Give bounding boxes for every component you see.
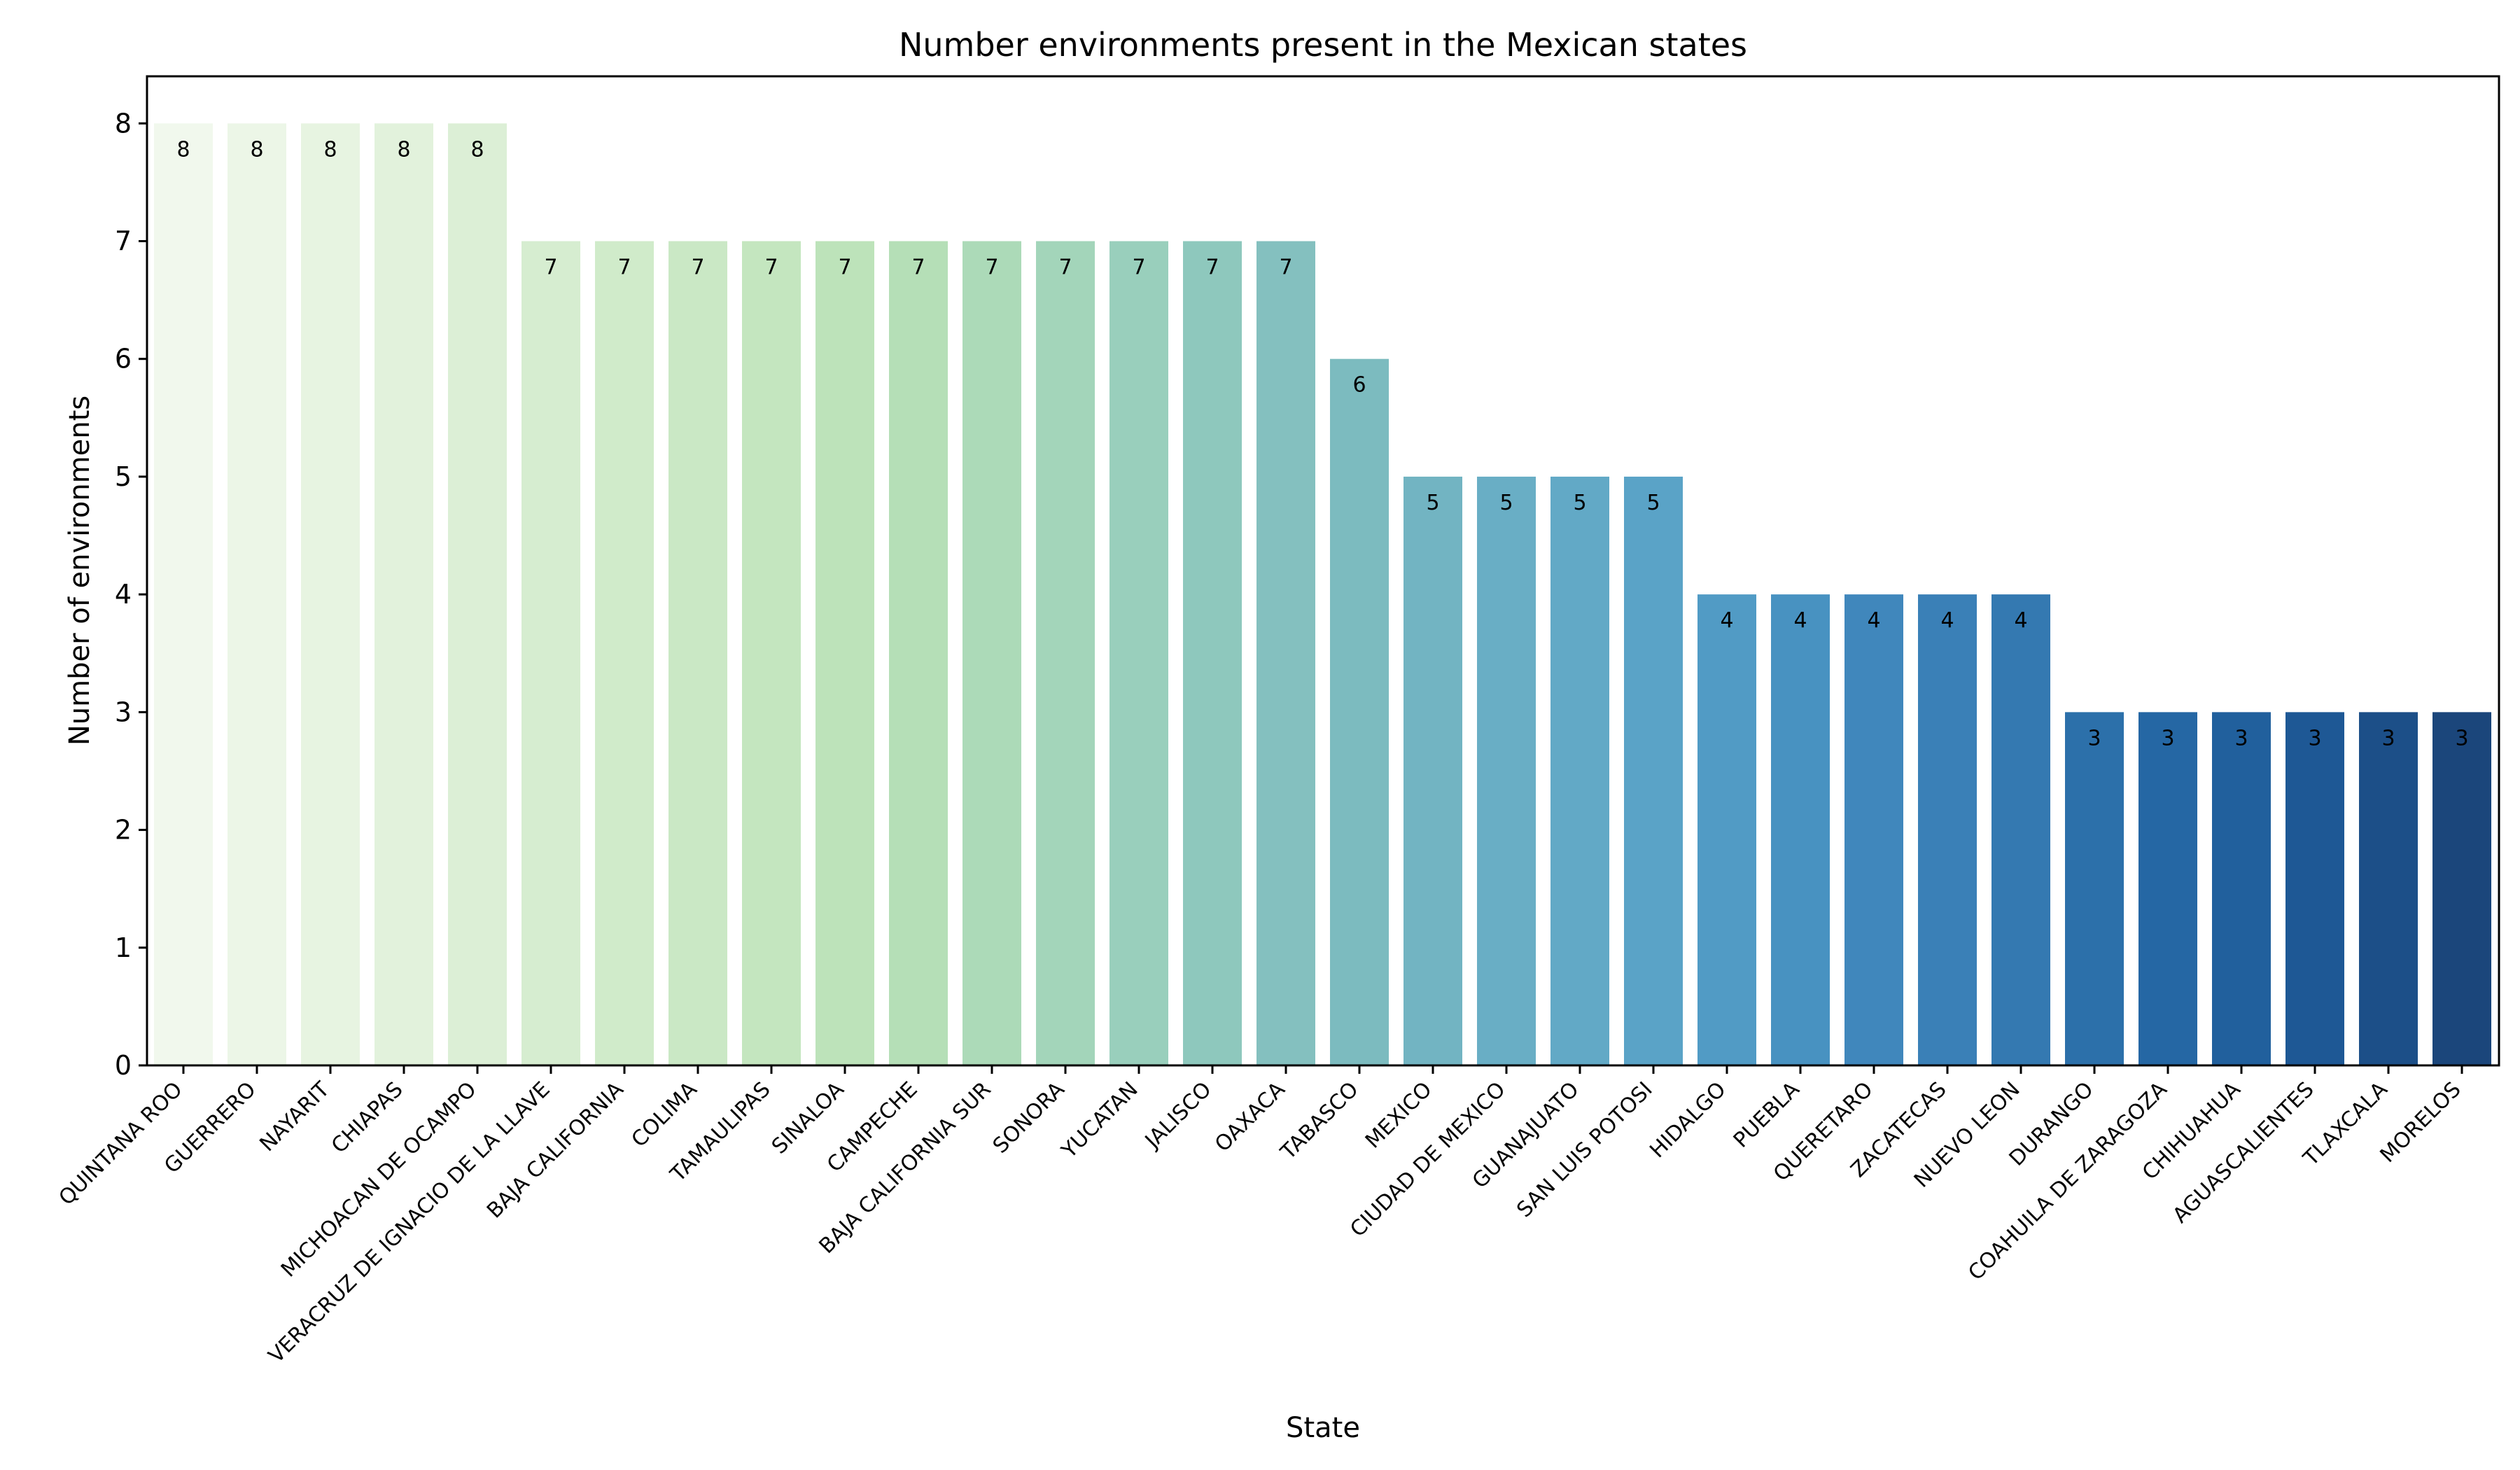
y-tick-label: 3	[115, 696, 132, 727]
x-tick-label: MORELOS	[2376, 1077, 2466, 1168]
x-tick-label: YUCATAN	[1056, 1077, 1142, 1163]
bar	[962, 241, 1021, 1065]
x-axis-title: State	[1286, 1412, 1360, 1444]
bar-value-label: 7	[1205, 255, 1219, 280]
x-tick-label: BAJA CALIFORNIA	[482, 1077, 629, 1224]
bar	[1477, 476, 1536, 1065]
bar	[1918, 594, 1977, 1065]
bar-value-label: 5	[1646, 491, 1660, 515]
bar	[816, 241, 874, 1065]
bar-value-label: 7	[1132, 255, 1145, 280]
bar-value-label: 7	[985, 255, 998, 280]
bar-value-label: 8	[176, 137, 190, 162]
bar-value-label: 7	[764, 255, 778, 280]
bar	[374, 123, 433, 1065]
bar-value-label: 8	[250, 137, 263, 162]
bar-value-label: 7	[1058, 255, 1072, 280]
y-tick-label: 7	[115, 226, 132, 257]
bar-value-label: 4	[1793, 608, 1807, 633]
bar	[154, 123, 213, 1065]
bar-value-label: 6	[1352, 373, 1366, 398]
bar-value-label: 4	[1867, 608, 1880, 633]
bar-value-label: 8	[323, 137, 337, 162]
bar-value-label: 5	[1426, 491, 1439, 515]
x-tick-label: QUINTANA ROO	[54, 1077, 187, 1210]
bar	[1183, 241, 1242, 1065]
bar	[227, 123, 286, 1065]
x-tick-label: AGUASCALIENTES	[2168, 1077, 2318, 1228]
bar-value-label: 7	[544, 255, 557, 280]
bar-value-label: 7	[838, 255, 851, 280]
bar-value-label: 5	[1573, 491, 1586, 515]
bar	[1110, 241, 1168, 1065]
bar	[1404, 476, 1462, 1065]
bar	[301, 123, 360, 1065]
bar-value-label: 3	[2234, 726, 2248, 750]
plot-frame	[146, 75, 2500, 1067]
bar	[2138, 712, 2197, 1065]
bar	[1698, 594, 1756, 1065]
bar	[1624, 476, 1683, 1065]
data-labels-layer: 8 8 8 8 8 7 7 7 7 7 7 7 7 7 7 7 6 5 5 5 5 4 4 4 4 4 3 3 3 3 3 3	[176, 137, 2468, 750]
bars-layer	[154, 123, 2491, 1065]
bar	[668, 241, 727, 1065]
y-axis: 0 1 2 3 4 5 6 7 8	[115, 108, 147, 1081]
x-tick-label: JALISCO	[1140, 1077, 1217, 1154]
bar-value-label: 4	[1720, 608, 1733, 633]
bar-value-label: 3	[2087, 726, 2101, 750]
y-tick-label: 8	[115, 108, 132, 139]
x-tick-label: TABASCO	[1275, 1077, 1363, 1165]
chart-title: Number environments present in the Mexic…	[899, 26, 1747, 64]
bar-value-label: 5	[1499, 491, 1513, 515]
bar	[2212, 712, 2271, 1065]
x-tick-label: PUEBLA	[1729, 1077, 1805, 1153]
bar	[1771, 594, 1830, 1065]
x-tick-label: COLIMA	[627, 1077, 702, 1152]
y-tick-label: 6	[115, 344, 132, 374]
y-tick-label: 2	[115, 815, 132, 846]
bar	[1550, 476, 1609, 1065]
bar	[1330, 358, 1389, 1065]
bar	[1036, 241, 1095, 1065]
bar-value-label: 3	[2455, 726, 2468, 750]
bar-value-label: 7	[617, 255, 631, 280]
bar	[2286, 712, 2344, 1065]
bar	[2065, 712, 2124, 1065]
bar-value-label: 7	[911, 255, 925, 280]
bar-value-label: 3	[2381, 726, 2395, 750]
x-axis: QUINTANA ROOGUERRERONAYARITCHIAPASMICHOA…	[54, 1065, 2466, 1368]
y-tick-label: 1	[115, 932, 132, 963]
y-axis-title: Number of environments	[64, 396, 96, 746]
bar	[2359, 712, 2418, 1065]
bar-value-label: 8	[470, 137, 484, 162]
y-tick-label: 4	[115, 579, 132, 610]
x-tick-label: NAYARIT	[255, 1077, 335, 1156]
bar-value-label: 7	[691, 255, 704, 280]
bar	[448, 123, 507, 1065]
bar	[595, 241, 654, 1065]
bar	[1991, 594, 2050, 1065]
bar-value-label: 8	[397, 137, 410, 162]
x-tick-label: MEXICO	[1361, 1077, 1437, 1154]
bar-value-label: 4	[2014, 608, 2027, 633]
y-tick-label: 5	[115, 461, 132, 492]
bar	[2432, 712, 2491, 1065]
bar	[742, 241, 801, 1065]
bar	[1844, 594, 1903, 1065]
bar-value-label: 4	[1940, 608, 1954, 633]
bar-value-label: 3	[2308, 726, 2321, 750]
bar	[522, 241, 580, 1065]
bar-value-label: 7	[1279, 255, 1292, 280]
bar	[889, 241, 948, 1065]
x-tick-label: HIDALGO	[1645, 1077, 1730, 1163]
bar	[1256, 241, 1315, 1065]
bar-value-label: 3	[2161, 726, 2174, 750]
x-tick-label: SAN LUIS POTOSI	[1512, 1077, 1657, 1222]
y-tick-label: 0	[115, 1050, 132, 1081]
